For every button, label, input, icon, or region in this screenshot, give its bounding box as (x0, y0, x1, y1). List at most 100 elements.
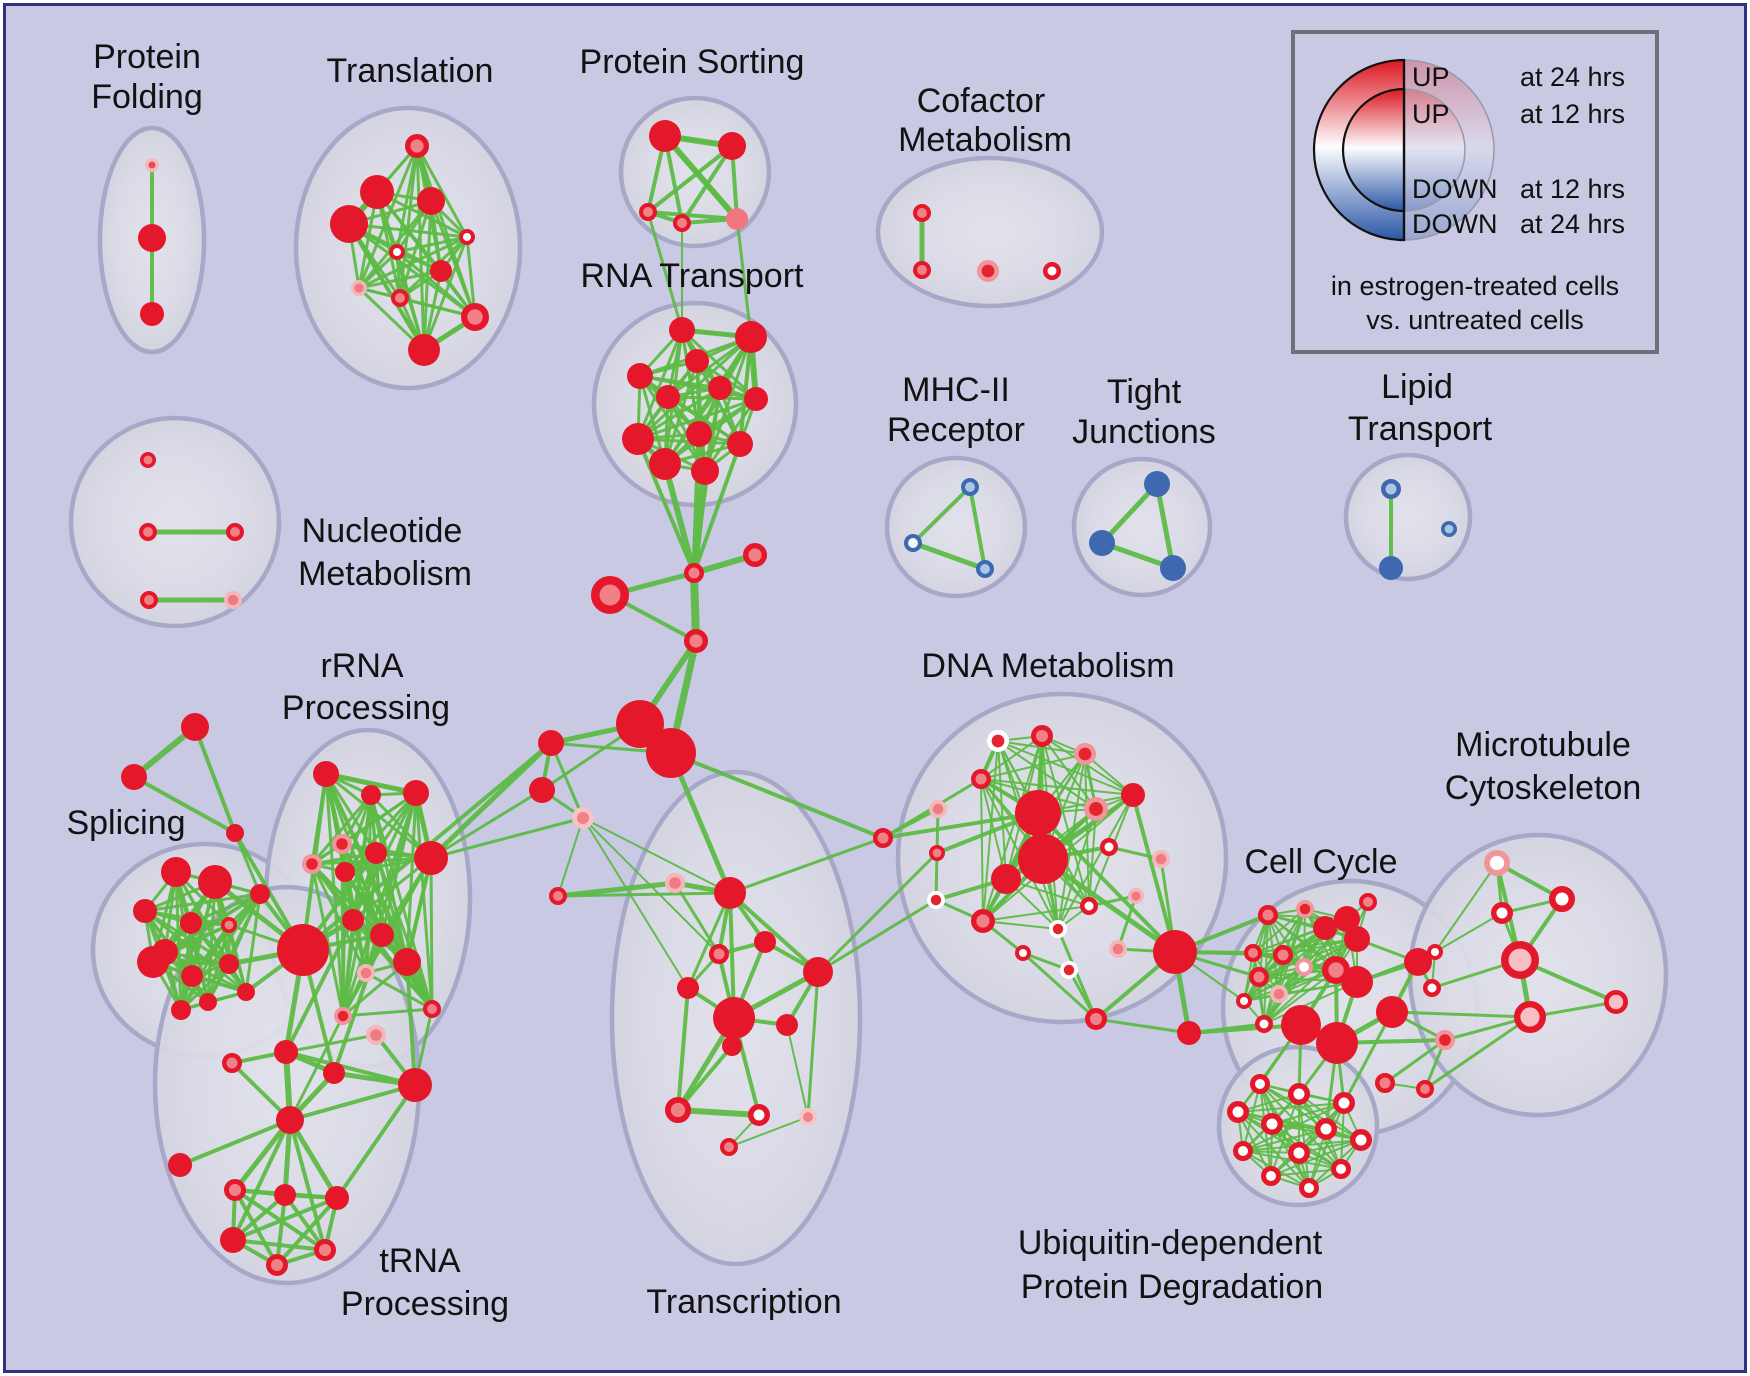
legend-footer-text: in estrogen-treated cells (1331, 271, 1619, 301)
network-edge (911, 485, 972, 545)
network-node (726, 208, 748, 230)
network-node (743, 543, 768, 568)
network-node (904, 534, 923, 553)
network-node (714, 877, 746, 909)
network-edge (144, 892, 261, 913)
network-node (744, 387, 768, 411)
network-node (1060, 961, 1079, 980)
network-edge (1267, 914, 1358, 940)
network-node (1249, 967, 1269, 987)
network-node (221, 916, 238, 933)
network-node (222, 1053, 242, 1073)
network-edge (365, 971, 433, 1011)
network-edge (786, 1024, 809, 1118)
network-edge (275, 1194, 287, 1266)
cluster-microtubule-cytoskeleton-label: Cytoskeleton (1445, 769, 1642, 807)
network-edge (1100, 482, 1159, 545)
cluster-rna-transport-label: RNA Transport (581, 257, 805, 295)
network-edge (980, 735, 1043, 780)
cluster-tight-junctions-label: Junctions (1072, 413, 1216, 451)
network-node (1244, 944, 1263, 963)
network-edge (288, 1015, 345, 1121)
network-edge (190, 892, 261, 925)
network-edge (646, 211, 684, 331)
network-edge (351, 852, 378, 921)
network-edge (231, 1119, 292, 1241)
network-node (360, 175, 394, 209)
network-node (403, 780, 429, 806)
network-node (133, 899, 157, 923)
network-edge (341, 919, 355, 1017)
legend-direction-label: DOWN (1412, 209, 1497, 239)
network-node (180, 912, 202, 934)
network-node (417, 187, 445, 215)
cluster-cofactor-metabolism-label: Cofactor (917, 82, 1046, 120)
network-edge (1116, 895, 1138, 950)
network-edge (405, 857, 433, 963)
cluster-cofactor-metabolism-label: Metabolism (898, 121, 1072, 159)
network-edge (1057, 794, 1134, 930)
network-edge (144, 909, 247, 994)
cluster-nucleotide-metabolism-label: Nucleotide (302, 512, 463, 550)
network-edge (735, 218, 753, 338)
cluster-translation-label: Translation (327, 52, 494, 90)
network-edge (1384, 1038, 1446, 1085)
network-node (664, 1097, 691, 1124)
network-node (422, 1000, 441, 1019)
network-node (677, 977, 699, 999)
network-node (325, 1186, 349, 1210)
network-node (389, 244, 405, 260)
network-node (1381, 479, 1401, 499)
network-edge (429, 200, 477, 318)
network-node (1152, 850, 1171, 869)
network-edge (1154, 483, 1176, 569)
network-node (971, 769, 991, 789)
network-node (656, 385, 680, 409)
network-edge (325, 771, 417, 796)
network-edge (997, 740, 1097, 810)
network-node (691, 457, 719, 485)
network-node (616, 700, 664, 748)
network-node (1255, 1015, 1273, 1033)
network-node (1375, 1073, 1395, 1093)
network-edge (1237, 1111, 1272, 1177)
network-node (220, 1227, 246, 1253)
network-edge (174, 871, 183, 1011)
cluster-dna-metabolism-label: DNA Metabolism (921, 647, 1174, 685)
network-edge (405, 961, 417, 1086)
legend-direction-label: DOWN (1412, 174, 1497, 204)
network-node (1333, 1092, 1355, 1114)
network-node (1233, 1141, 1253, 1161)
network-edge (549, 742, 585, 819)
network-node (1121, 783, 1145, 807)
network-node (799, 1108, 818, 1127)
network-node (370, 923, 394, 947)
network-edge (275, 1196, 339, 1267)
network-node (335, 862, 355, 882)
cluster-lipid-transport-label: Lipid (1381, 368, 1453, 406)
network-node (571, 806, 594, 829)
network-edge (980, 778, 984, 922)
network-node (323, 1062, 345, 1084)
network-edge (358, 269, 442, 290)
network-node (266, 1253, 289, 1276)
network-node (138, 523, 157, 542)
network-node (274, 1184, 296, 1206)
network-node (1331, 1159, 1351, 1179)
legend-updown-circle (1403, 88, 1466, 212)
network-node (1153, 930, 1197, 974)
network-node (718, 132, 746, 160)
network-edge (667, 335, 752, 399)
legend-direction-label: UP (1412, 99, 1450, 129)
network-node (276, 1106, 304, 1134)
cluster-microtubule-cytoskeleton-label: Microtubule (1455, 726, 1631, 764)
cluster-trna-processing-label: Processing (341, 1285, 509, 1323)
network-edge (244, 893, 262, 993)
network-node (334, 1007, 353, 1026)
network-node (390, 288, 409, 307)
network-node (971, 909, 996, 934)
network-node (913, 260, 932, 279)
network-edge (1270, 1168, 1342, 1177)
network-edge (1270, 1139, 1362, 1177)
